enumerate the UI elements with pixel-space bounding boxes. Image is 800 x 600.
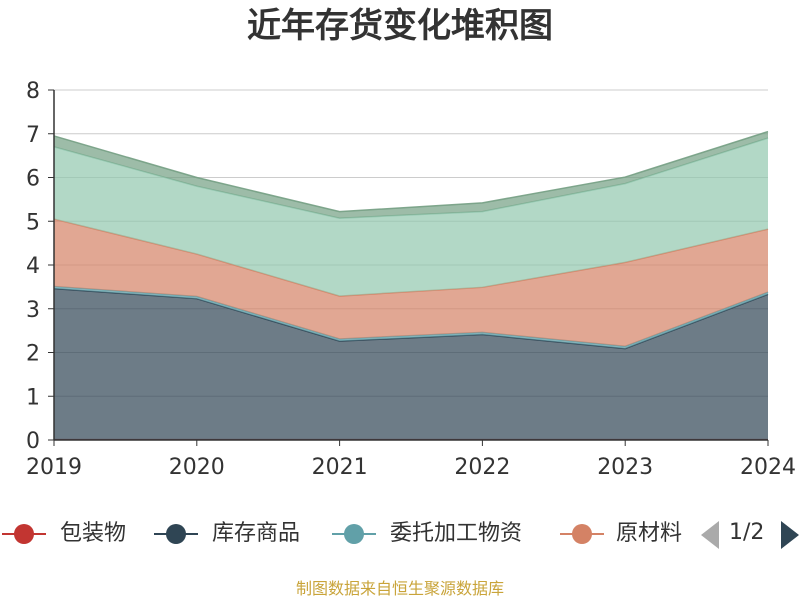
legend: 包装物 库存商品 委托加工物资 原材料 xyxy=(0,514,800,554)
source-note: 制图数据来自恒生聚源数据库 xyxy=(295,579,504,598)
tick-labels: 0 1 2 3 4 5 6 7 8 2019 2020 2021 2022 2023 2024 xyxy=(26,79,796,480)
series-line-4 xyxy=(53,137,769,219)
y-tick-label: 3 xyxy=(26,298,40,323)
area-series-3 xyxy=(54,219,768,347)
legend-circle-icon xyxy=(14,524,34,544)
y-tick-label: 6 xyxy=(26,167,40,192)
axes xyxy=(48,89,769,446)
legend-circle-icon xyxy=(344,524,364,544)
series-line-3 xyxy=(53,218,769,297)
x-tick-label: 2024 xyxy=(740,455,796,480)
y-tick-label: 0 xyxy=(26,429,40,454)
x-tick-label: 2021 xyxy=(312,455,368,480)
legend-circle-icon xyxy=(572,524,592,544)
chart-title: 近年存货变化堆积图 xyxy=(247,6,553,46)
area-series-4 xyxy=(54,138,768,297)
series-line-1 xyxy=(53,287,769,350)
x-tick-label: 2020 xyxy=(169,455,225,480)
legend-next-page-icon[interactable] xyxy=(781,521,799,549)
legend-label: 原材料 xyxy=(616,521,683,546)
legend-label: 库存商品 xyxy=(212,521,301,546)
y-tick-label: 7 xyxy=(26,123,40,148)
x-tick-label: 2022 xyxy=(454,455,510,480)
y-tick-label: 8 xyxy=(26,79,40,104)
x-tick-label: 2023 xyxy=(597,455,653,480)
y-tick-label: 1 xyxy=(26,385,40,410)
legend-page-indicator: 1/2 xyxy=(729,520,765,545)
area-series-1 xyxy=(54,288,768,440)
legend-circle-icon xyxy=(166,524,186,544)
y-tick-label: 2 xyxy=(26,342,40,367)
series-line-2 xyxy=(53,285,769,348)
y-tick-label: 5 xyxy=(26,210,40,235)
legend-label: 委托加工物资 xyxy=(390,521,523,546)
legend-label: 包装物 xyxy=(60,521,127,546)
y-tick-label: 4 xyxy=(26,254,40,279)
x-tick-label: 2019 xyxy=(26,455,82,480)
legend-prev-page-icon[interactable] xyxy=(701,521,719,549)
series-line-5 xyxy=(53,130,769,213)
